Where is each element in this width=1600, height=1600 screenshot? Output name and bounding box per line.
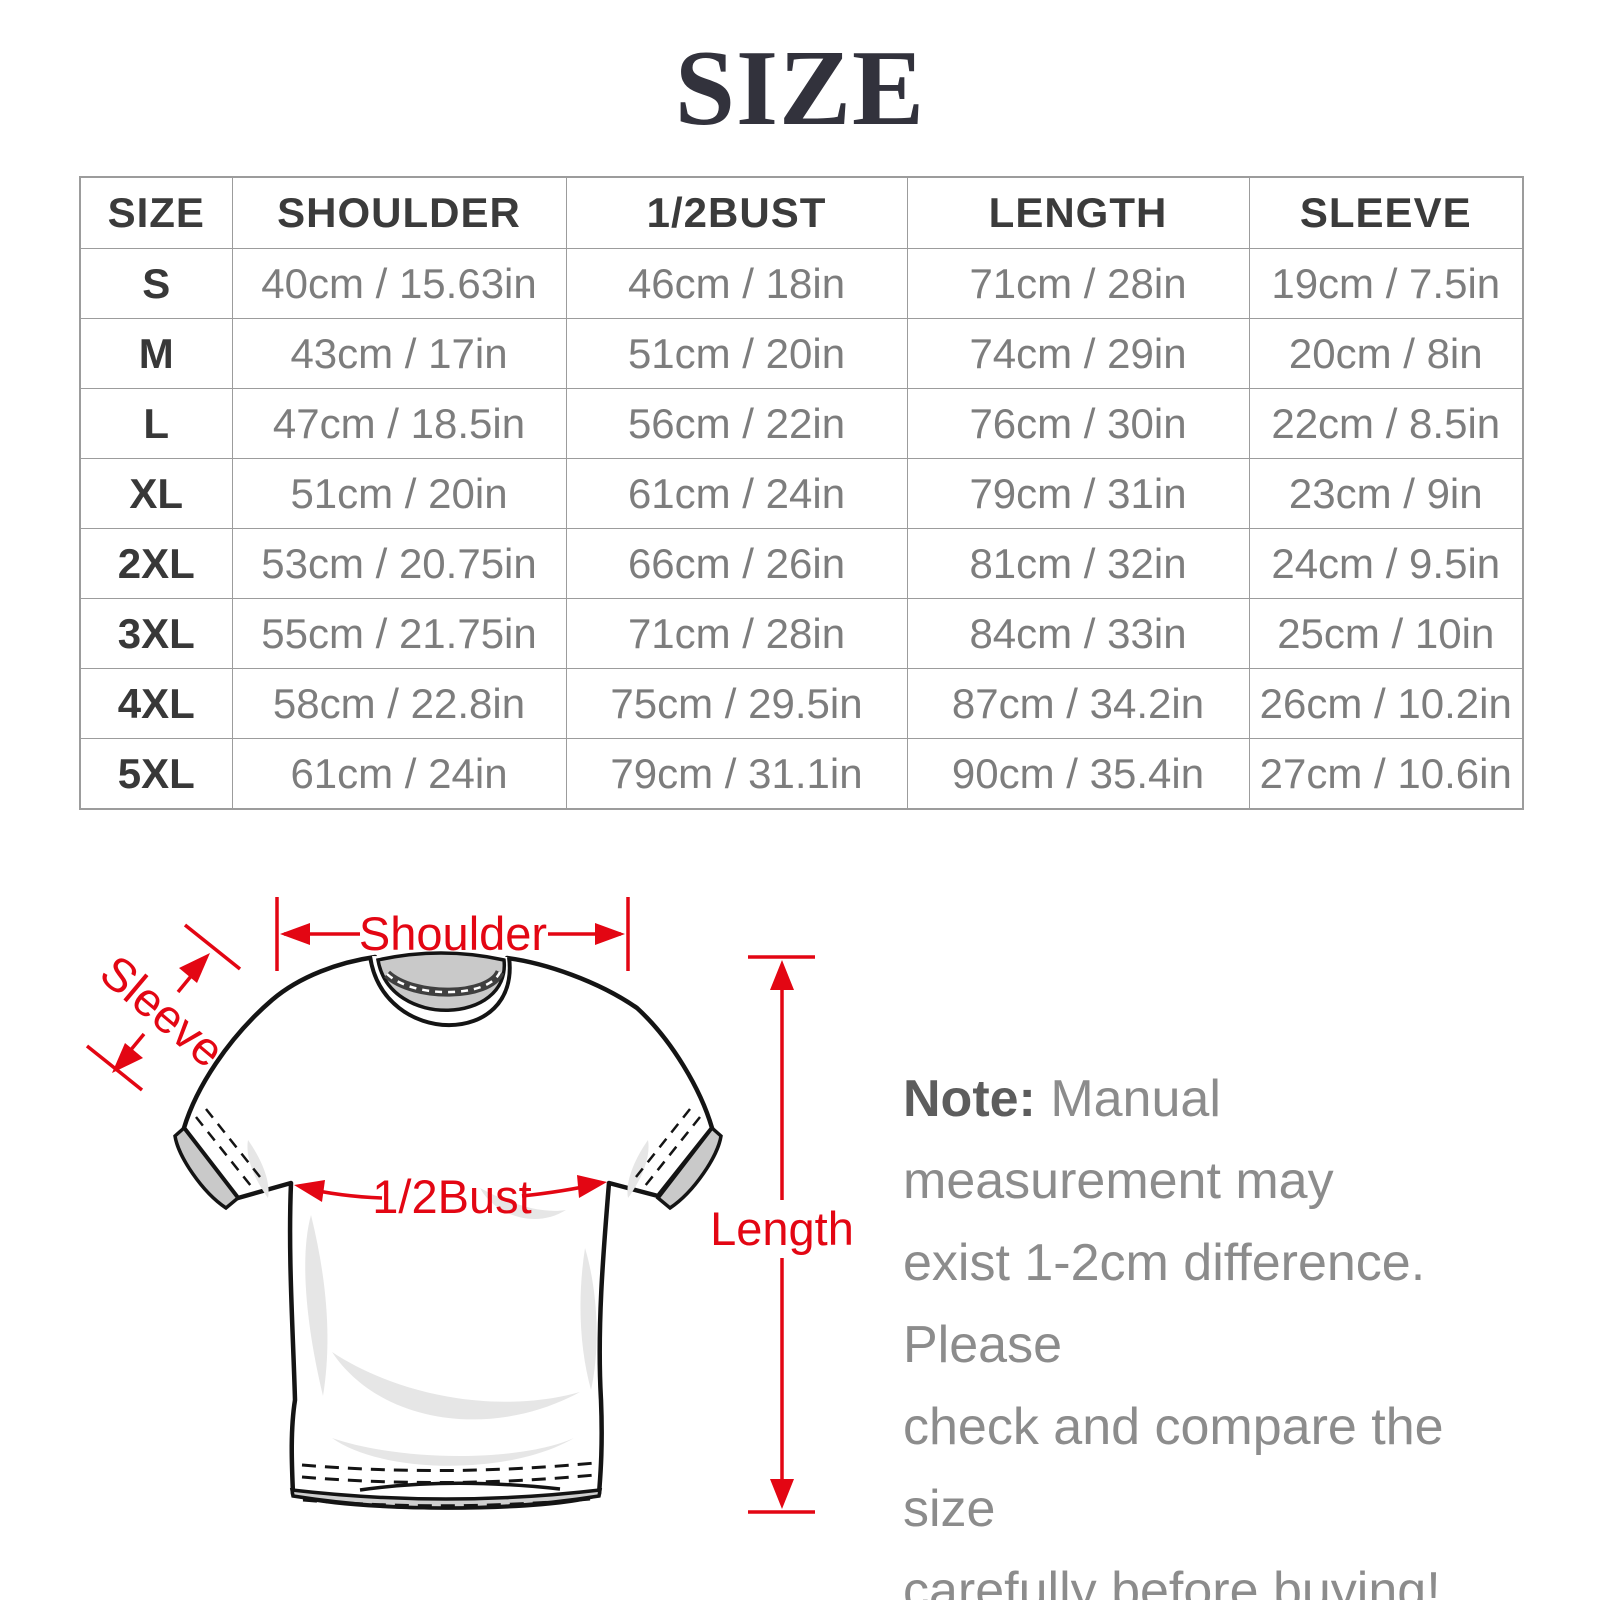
- size-table: SIZE SHOULDER 1/2BUST LENGTH SLEEVE S 40…: [79, 176, 1524, 810]
- length-arrowhead-bottom: [770, 1479, 794, 1509]
- table-row: 3XL 55cm / 21.75in 71cm / 28in 84cm / 33…: [79, 598, 1524, 669]
- cell-size: XL: [79, 458, 233, 529]
- note-line: carefully before buying!: [903, 1562, 1441, 1600]
- cell-sleeve: 20cm / 8in: [1248, 318, 1524, 389]
- table-row: XL 51cm / 20in 61cm / 24in 79cm / 31in 2…: [79, 458, 1524, 529]
- column-header-shoulder: SHOULDER: [231, 176, 567, 249]
- cell-size: 5XL: [79, 738, 233, 810]
- left-cuff: [173, 1108, 261, 1211]
- table-row: S 40cm / 15.63in 46cm / 18in 71cm / 28in…: [79, 248, 1524, 319]
- cell-length: 87cm / 34.2in: [906, 668, 1250, 739]
- measurement-note: Note: Manual measurement may exist 1-2cm…: [903, 1058, 1523, 1600]
- cell-bust: 61cm / 24in: [565, 458, 908, 529]
- tshirt-outline: [181, 954, 715, 1510]
- right-cuff: [635, 1108, 723, 1211]
- sleeve-arrowhead-top: [179, 953, 210, 983]
- left-cuff-stitch: [205, 1108, 261, 1178]
- cell-bust: 75cm / 29.5in: [565, 668, 908, 739]
- cell-sleeve: 27cm / 10.6in: [1248, 738, 1524, 810]
- sleeve-arrowhead-bottom: [112, 1043, 143, 1073]
- length-arrowhead-top: [770, 960, 794, 990]
- cell-length: 79cm / 31in: [906, 458, 1250, 529]
- cell-size: 3XL: [79, 598, 233, 669]
- bust-measure: 1/2Bust: [294, 1170, 607, 1223]
- note-text: Manual measurement may: [903, 1070, 1334, 1210]
- bust-arrowhead-left: [294, 1180, 325, 1202]
- right-cuff-stitch: [644, 1116, 701, 1187]
- collar-band-stitch: [386, 971, 502, 994]
- left-cuff-underside: [173, 1125, 241, 1211]
- cell-length: 71cm / 28in: [906, 248, 1250, 319]
- collar: [368, 951, 512, 1028]
- cell-shoulder: 51cm / 20in: [231, 458, 567, 529]
- cell-length: 76cm / 30in: [906, 388, 1250, 459]
- cell-bust: 66cm / 26in: [565, 528, 908, 599]
- cell-shoulder: 40cm / 15.63in: [231, 248, 567, 319]
- sleeve-label: Sleeve: [91, 944, 235, 1077]
- length-measure: Length: [710, 955, 854, 1514]
- cell-shoulder: 55cm / 21.75in: [231, 598, 567, 669]
- right-cuff-stitch: [635, 1108, 691, 1178]
- cell-size: 2XL: [79, 528, 233, 599]
- cell-sleeve: 22cm / 8.5in: [1248, 388, 1524, 459]
- right-cuff-underside: [655, 1125, 723, 1211]
- hem-stitch: [301, 1461, 596, 1473]
- cell-size: M: [79, 318, 233, 389]
- cell-size: 4XL: [79, 668, 233, 739]
- cell-sleeve: 25cm / 10in: [1248, 598, 1524, 669]
- cell-shoulder: 47cm / 18.5in: [231, 388, 567, 459]
- table-row: 5XL 61cm / 24in 79cm / 31.1in 90cm / 35.…: [79, 738, 1524, 810]
- shoulder-label: Shoulder: [359, 907, 547, 960]
- note-line: check and compare the size: [903, 1398, 1444, 1538]
- length-label: Length: [710, 1202, 854, 1255]
- bottom-hem: [289, 1461, 603, 1510]
- table-row: L 47cm / 18.5in 56cm / 22in 76cm / 30in …: [79, 388, 1524, 459]
- note-label: Note:: [903, 1070, 1036, 1128]
- cell-size: L: [79, 388, 233, 459]
- page-title: SIZE: [674, 29, 926, 148]
- table-row: 4XL 58cm / 22.8in 75cm / 29.5in 87cm / 3…: [79, 668, 1524, 739]
- cell-bust: 51cm / 20in: [565, 318, 908, 389]
- cell-length: 90cm / 35.4in: [906, 738, 1250, 810]
- bust-arrowhead-right: [577, 1175, 607, 1198]
- cell-sleeve: 26cm / 10.2in: [1248, 668, 1524, 739]
- cell-shoulder: 53cm / 20.75in: [231, 528, 567, 599]
- cell-bust: 71cm / 28in: [565, 598, 908, 669]
- column-header-size: SIZE: [79, 176, 233, 249]
- note-line: Note: Manual measurement may: [903, 1058, 1523, 1222]
- cell-shoulder: 58cm / 22.8in: [231, 668, 567, 739]
- sleeve-cap-top: [183, 923, 242, 971]
- table-row: 2XL 53cm / 20.75in 66cm / 26in 81cm / 32…: [79, 528, 1524, 599]
- cell-shoulder: 61cm / 24in: [231, 738, 567, 810]
- note-line: exist 1-2cm difference. Please: [903, 1234, 1426, 1374]
- fabric-folds: [247, 1140, 649, 1466]
- cell-length: 84cm / 33in: [906, 598, 1250, 669]
- hem-stitch: [302, 1497, 591, 1508]
- shoulder-measure: Shoulder: [275, 897, 630, 971]
- cell-shoulder: 43cm / 17in: [231, 318, 567, 389]
- shoulder-arrowhead-left: [280, 923, 310, 945]
- tshirt-illustration: [173, 951, 723, 1510]
- cell-bust: 46cm / 18in: [565, 248, 908, 319]
- cell-sleeve: 19cm / 7.5in: [1248, 248, 1524, 319]
- bust-label: 1/2Bust: [372, 1170, 531, 1223]
- left-cuff-stitch: [195, 1116, 252, 1187]
- cell-sleeve: 23cm / 9in: [1248, 458, 1524, 529]
- cell-bust: 79cm / 31.1in: [565, 738, 908, 810]
- cell-sleeve: 24cm / 9.5in: [1248, 528, 1524, 599]
- shoulder-arrowhead-right: [595, 923, 625, 945]
- table-row: M 43cm / 17in 51cm / 20in 74cm / 29in 20…: [79, 318, 1524, 389]
- hem-fold-line: [359, 1481, 561, 1492]
- column-header-sleeve: SLEEVE: [1248, 176, 1524, 249]
